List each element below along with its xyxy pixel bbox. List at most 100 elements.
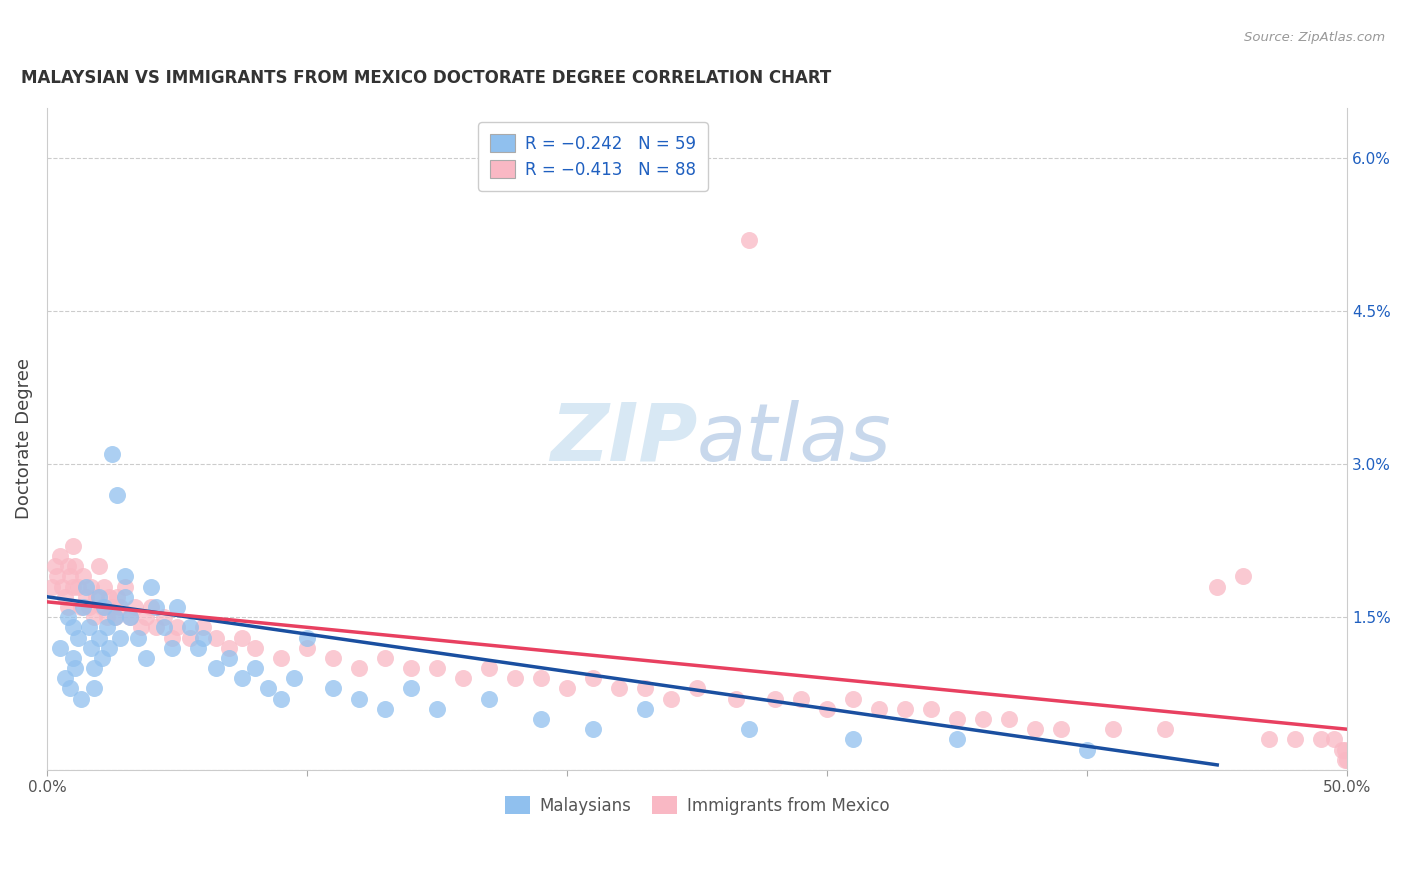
Point — [686, 681, 709, 696]
Point — [322, 681, 344, 696]
Point — [191, 620, 214, 634]
Point — [946, 712, 969, 726]
Point — [80, 640, 103, 655]
Point — [44, 559, 66, 574]
Point — [1333, 753, 1355, 767]
Point — [59, 569, 82, 583]
Point — [114, 590, 136, 604]
Point — [1154, 723, 1177, 737]
Point — [1310, 732, 1333, 747]
Point — [218, 640, 240, 655]
Point — [530, 671, 553, 685]
Point — [93, 580, 115, 594]
Point — [478, 691, 501, 706]
Point — [90, 651, 112, 665]
Point — [634, 702, 657, 716]
Text: MALAYSIAN VS IMMIGRANTS FROM MEXICO DOCTORATE DEGREE CORRELATION CHART: MALAYSIAN VS IMMIGRANTS FROM MEXICO DOCT… — [21, 69, 831, 87]
Text: ZIP: ZIP — [550, 400, 697, 478]
Point — [166, 620, 188, 634]
Point — [83, 661, 105, 675]
Point — [283, 671, 305, 685]
Point — [101, 447, 124, 461]
Point — [555, 681, 578, 696]
Point — [1102, 723, 1125, 737]
Point — [868, 702, 890, 716]
Point — [72, 569, 94, 583]
Point — [920, 702, 942, 716]
Point — [231, 631, 253, 645]
Point — [105, 590, 128, 604]
Point — [62, 651, 84, 665]
Point — [80, 580, 103, 594]
Point — [67, 631, 90, 645]
Point — [582, 671, 605, 685]
Text: Source: ZipAtlas.com: Source: ZipAtlas.com — [1244, 31, 1385, 45]
Point — [270, 691, 292, 706]
Point — [347, 661, 370, 675]
Point — [160, 640, 183, 655]
Point — [153, 610, 176, 624]
Point — [1232, 569, 1254, 583]
Point — [270, 651, 292, 665]
Point — [139, 599, 162, 614]
Point — [243, 640, 266, 655]
Point — [530, 712, 553, 726]
Point — [103, 610, 125, 624]
Point — [93, 599, 115, 614]
Point — [322, 651, 344, 665]
Point — [108, 599, 131, 614]
Point — [153, 620, 176, 634]
Point — [1024, 723, 1046, 737]
Point — [62, 539, 84, 553]
Point — [56, 559, 79, 574]
Point — [205, 661, 228, 675]
Point — [124, 599, 146, 614]
Point — [1258, 732, 1281, 747]
Point — [83, 681, 105, 696]
Point — [98, 640, 121, 655]
Point — [374, 702, 396, 716]
Point — [218, 651, 240, 665]
Point — [1331, 742, 1354, 756]
Point — [347, 691, 370, 706]
Point — [998, 712, 1021, 726]
Point — [243, 661, 266, 675]
Point — [738, 233, 761, 247]
Point — [1333, 742, 1355, 756]
Point — [972, 712, 994, 726]
Point — [87, 590, 110, 604]
Legend: Malaysians, Immigrants from Mexico: Malaysians, Immigrants from Mexico — [498, 789, 896, 822]
Point — [231, 671, 253, 685]
Point — [65, 559, 87, 574]
Point — [426, 661, 449, 675]
Point — [114, 569, 136, 583]
Point — [96, 610, 118, 624]
Point — [53, 590, 76, 604]
Point — [946, 732, 969, 747]
Point — [1206, 580, 1229, 594]
Point — [145, 620, 167, 634]
Point — [1323, 732, 1346, 747]
Point — [108, 631, 131, 645]
Point — [69, 599, 91, 614]
Point — [257, 681, 280, 696]
Text: atlas: atlas — [697, 400, 891, 478]
Point — [75, 590, 97, 604]
Point — [139, 580, 162, 594]
Point — [815, 702, 838, 716]
Point — [842, 732, 865, 747]
Point — [53, 671, 76, 685]
Point — [145, 599, 167, 614]
Point — [295, 631, 318, 645]
Point — [478, 661, 501, 675]
Point — [607, 681, 630, 696]
Point — [98, 590, 121, 604]
Point — [1336, 753, 1358, 767]
Point — [69, 691, 91, 706]
Point — [160, 631, 183, 645]
Point — [67, 580, 90, 594]
Point — [179, 620, 201, 634]
Point — [135, 651, 157, 665]
Point — [65, 661, 87, 675]
Point — [426, 702, 449, 716]
